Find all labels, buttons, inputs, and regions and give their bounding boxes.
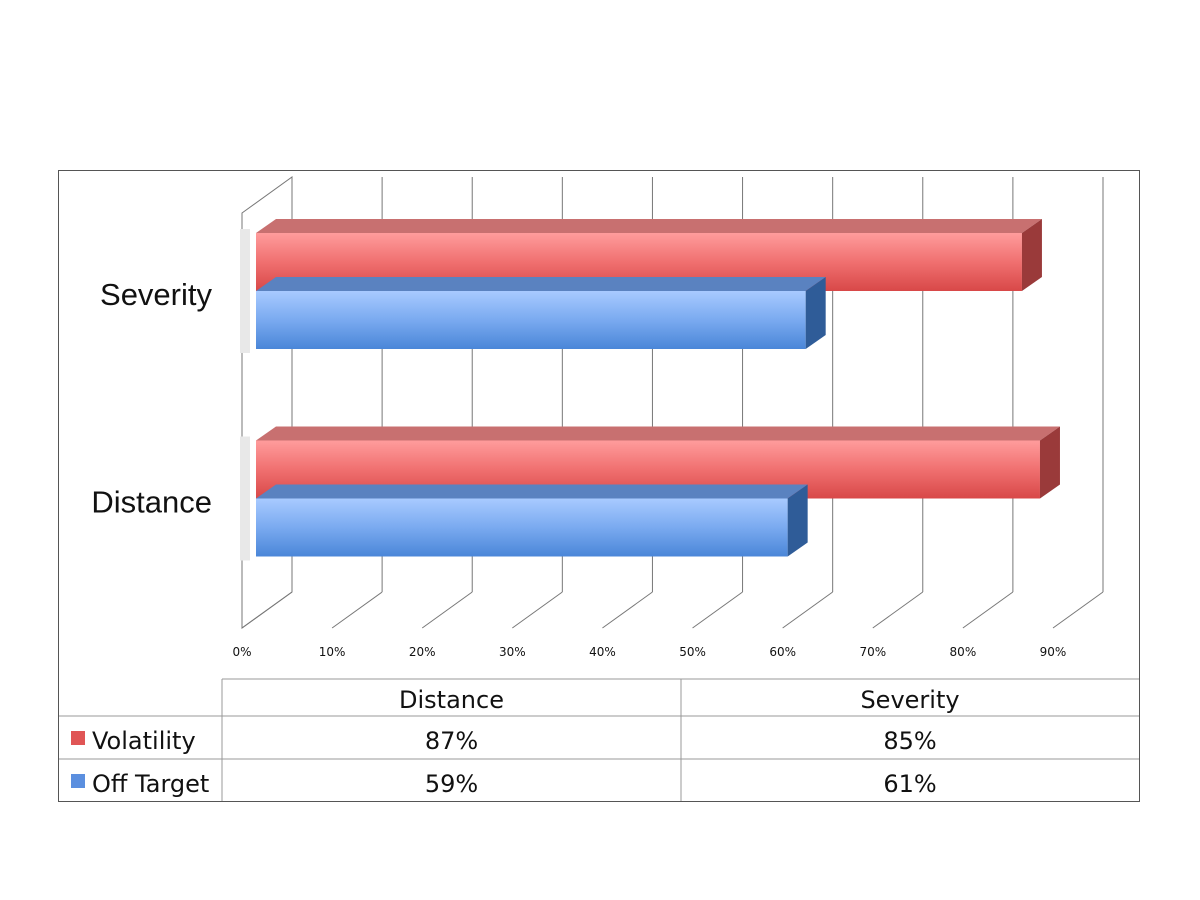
floor-gridline [331, 591, 383, 629]
bars [240, 219, 1060, 561]
x-tick-label: 50% [679, 645, 706, 659]
x-tick-label: 0% [232, 645, 251, 659]
legend-label: Volatility [92, 727, 196, 755]
x-tick-label: 80% [950, 645, 977, 659]
table-cell: 87% [425, 727, 478, 755]
category-label: Severity [100, 277, 212, 312]
x-tick-label: 10% [319, 645, 346, 659]
floor-gridline [692, 591, 743, 629]
floor-gridline [512, 591, 563, 629]
table-cell: 85% [883, 727, 936, 755]
legend-swatch [71, 774, 85, 788]
legend-swatch [71, 731, 85, 745]
floor-gridline [782, 591, 833, 629]
bar-side-face [805, 277, 826, 349]
chart-frame: Severity Distance 0% 10% 20% 30% 40% 50% 60% 70% 8… [58, 170, 1140, 802]
floor-gridline [872, 591, 924, 629]
bar-top-face [256, 426, 1060, 441]
bar-top-face [256, 277, 826, 291]
bar-side-face [1021, 219, 1042, 291]
bar-top-face [256, 484, 808, 499]
bar-side-face [1039, 426, 1060, 499]
bar-shadow [240, 229, 250, 353]
x-tick-label: 60% [769, 645, 796, 659]
bar-side-face [787, 484, 808, 557]
table-column-header: Severity [860, 686, 959, 714]
axis-labels: Severity Distance 0% 10% 20% 30% 40% 50% 60% 70% 8… [91, 277, 1066, 659]
bar [256, 498, 788, 557]
x-tick-label: 40% [589, 645, 616, 659]
table-column-header: Distance [399, 686, 504, 714]
floor-gridline [602, 591, 653, 629]
table-cell: 59% [425, 770, 478, 798]
bar [256, 291, 806, 349]
floor-gridline [1052, 591, 1104, 629]
bar-top-face [256, 219, 1042, 233]
legend-label: Off Target [92, 770, 209, 798]
floor-gridline [962, 591, 1014, 629]
data-table: Distance Severity Volatility 87% 85% Off Targ… [59, 678, 1139, 801]
x-tick-label: 20% [409, 645, 436, 659]
floor-gridline [421, 591, 473, 629]
x-tick-label: 70% [859, 645, 886, 659]
x-tick-label: 30% [499, 645, 526, 659]
bar-chart: Severity Distance 0% 10% 20% 30% 40% 50% 60% 70% 8… [59, 176, 1139, 801]
bar-shadow [240, 436, 250, 561]
x-tick-label: 90% [1040, 645, 1067, 659]
category-label: Distance [91, 485, 212, 520]
table-cell: 61% [883, 770, 936, 798]
